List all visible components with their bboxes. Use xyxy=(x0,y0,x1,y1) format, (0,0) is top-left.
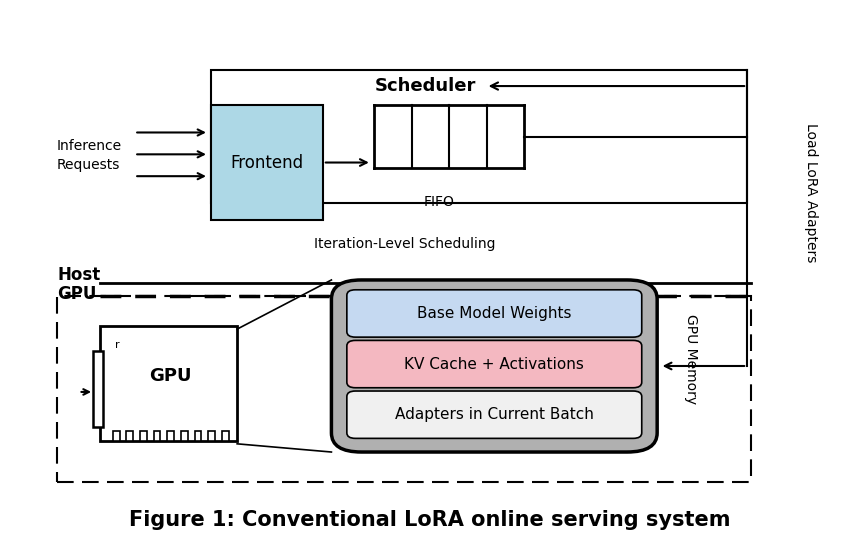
Text: Figure 1: Conventional LoRA online serving system: Figure 1: Conventional LoRA online servi… xyxy=(129,511,731,530)
Bar xyxy=(222,432,229,441)
Bar xyxy=(208,432,215,441)
FancyBboxPatch shape xyxy=(347,340,642,388)
Bar xyxy=(181,432,187,441)
Bar xyxy=(100,327,237,441)
Text: Load LoRA Adapters: Load LoRA Adapters xyxy=(804,123,819,262)
Bar xyxy=(140,432,147,441)
Text: FIFO: FIFO xyxy=(423,195,454,209)
Text: Requests: Requests xyxy=(57,158,120,172)
Text: Adapters in Current Batch: Adapters in Current Batch xyxy=(395,407,593,422)
Bar xyxy=(154,432,161,441)
Bar xyxy=(194,432,201,441)
Text: Iteration-Level Scheduling: Iteration-Level Scheduling xyxy=(314,238,495,251)
Text: Base Model Weights: Base Model Weights xyxy=(417,306,572,321)
Text: Scheduler: Scheduler xyxy=(375,77,476,95)
Text: GPU: GPU xyxy=(150,367,192,384)
Bar xyxy=(168,432,174,441)
FancyBboxPatch shape xyxy=(347,391,642,438)
Bar xyxy=(93,351,103,428)
Text: Frontend: Frontend xyxy=(230,154,304,171)
Text: GPU Memory: GPU Memory xyxy=(685,314,698,404)
Text: Inference: Inference xyxy=(57,139,122,153)
Bar xyxy=(113,432,120,441)
Text: KV Cache + Activations: KV Cache + Activations xyxy=(404,357,584,372)
Text: Host: Host xyxy=(57,266,101,283)
Text: GPU: GPU xyxy=(57,284,96,302)
Bar xyxy=(57,296,752,482)
Bar xyxy=(212,70,747,204)
FancyBboxPatch shape xyxy=(331,280,657,452)
FancyBboxPatch shape xyxy=(347,290,642,337)
Bar xyxy=(126,432,133,441)
Bar xyxy=(212,105,322,220)
Text: r: r xyxy=(114,340,120,350)
